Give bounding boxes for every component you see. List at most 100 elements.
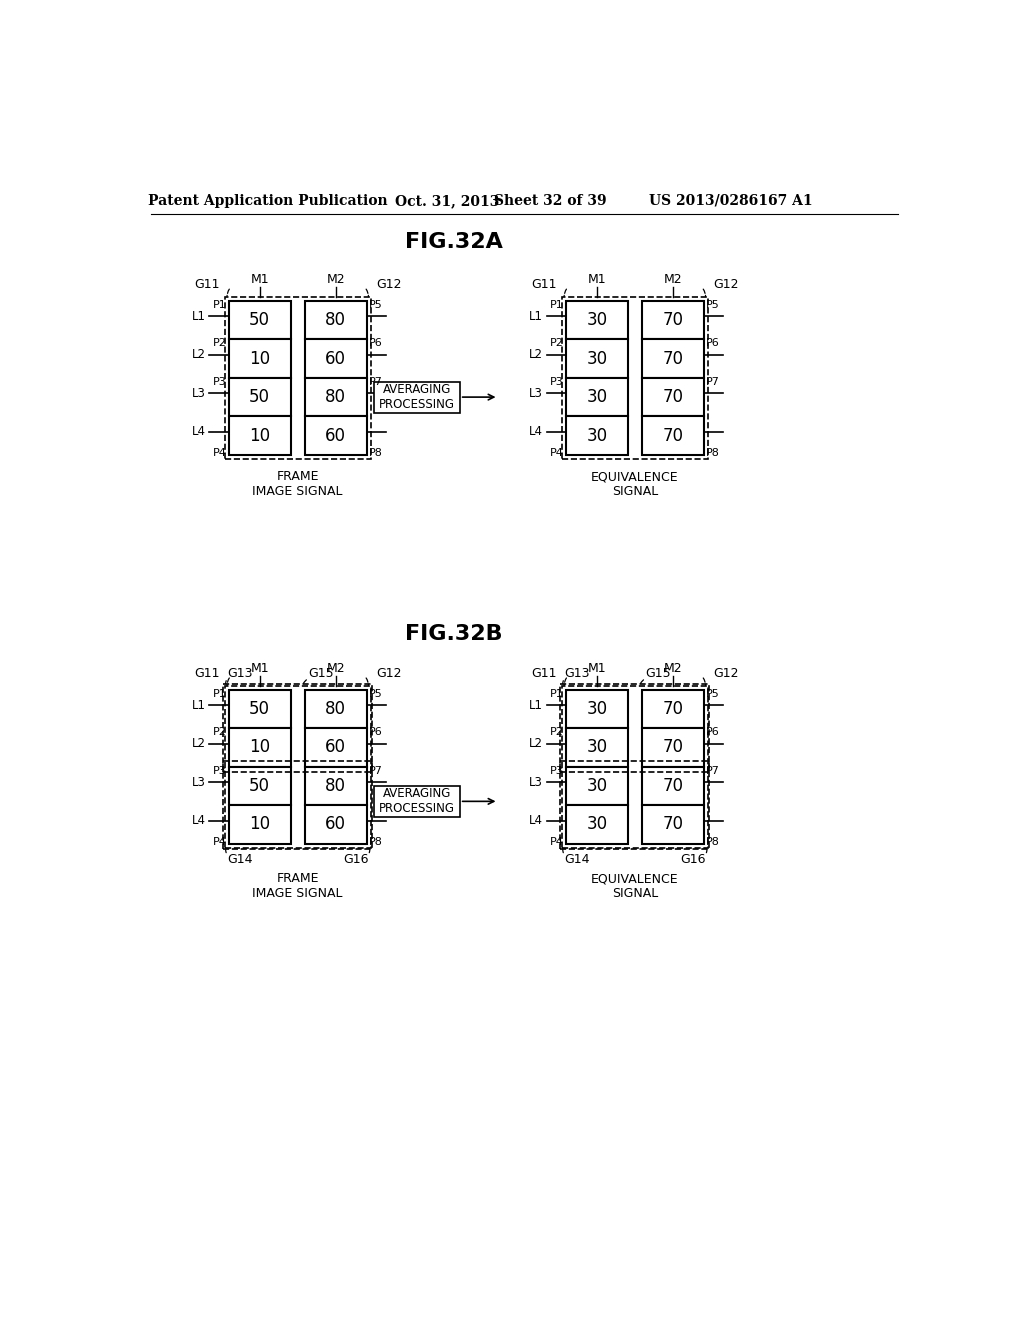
Text: L2: L2: [191, 348, 206, 362]
Bar: [305, 805, 367, 843]
Text: 30: 30: [587, 816, 607, 833]
Text: 50: 50: [249, 388, 270, 407]
Text: P4: P4: [550, 449, 563, 458]
Text: G11: G11: [531, 667, 557, 680]
Text: P1: P1: [213, 689, 226, 700]
Bar: [228, 416, 291, 455]
Text: 50: 50: [249, 777, 270, 795]
Text: 70: 70: [663, 777, 683, 795]
Text: P6: P6: [369, 338, 383, 348]
Text: 30: 30: [587, 388, 607, 407]
Text: L2: L2: [191, 737, 206, 750]
Text: 10: 10: [249, 738, 270, 756]
Text: G12: G12: [713, 667, 738, 680]
Text: L4: L4: [528, 814, 543, 828]
Text: Patent Application Publication: Patent Application Publication: [147, 194, 387, 207]
Text: L1: L1: [191, 310, 206, 323]
Bar: [225, 297, 371, 459]
Text: 80: 80: [326, 312, 346, 329]
Text: M2: M2: [664, 661, 682, 675]
Bar: [375, 785, 460, 817]
Text: P5: P5: [707, 689, 720, 700]
Text: EQUIVALENCE
SIGNAL: EQUIVALENCE SIGNAL: [591, 873, 679, 900]
Text: P5: P5: [369, 301, 383, 310]
Bar: [228, 767, 291, 805]
Bar: [223, 762, 372, 849]
Text: G12: G12: [376, 667, 401, 680]
Text: G11: G11: [194, 279, 219, 292]
Bar: [305, 689, 367, 729]
Text: P8: P8: [369, 449, 383, 458]
Text: 80: 80: [326, 700, 346, 718]
Text: P7: P7: [707, 767, 720, 776]
Text: M1: M1: [251, 273, 269, 286]
Text: G13: G13: [564, 667, 590, 680]
Bar: [642, 339, 703, 378]
Text: FRAME
IMAGE SIGNAL: FRAME IMAGE SIGNAL: [253, 873, 343, 900]
Text: 30: 30: [587, 777, 607, 795]
Text: P8: P8: [369, 837, 383, 847]
Bar: [305, 378, 367, 416]
Text: L1: L1: [528, 698, 543, 711]
Text: L2: L2: [528, 348, 543, 362]
Bar: [566, 689, 628, 729]
Bar: [566, 378, 628, 416]
Text: 70: 70: [663, 700, 683, 718]
Text: P1: P1: [550, 301, 563, 310]
Text: 50: 50: [249, 700, 270, 718]
Bar: [228, 805, 291, 843]
Bar: [642, 689, 703, 729]
Bar: [642, 767, 703, 805]
Text: P2: P2: [213, 727, 226, 737]
Text: P7: P7: [707, 378, 720, 388]
Text: P8: P8: [707, 449, 720, 458]
Text: P3: P3: [550, 767, 563, 776]
Bar: [305, 301, 367, 339]
Text: 70: 70: [663, 312, 683, 329]
Bar: [560, 684, 710, 772]
Text: G16: G16: [343, 853, 369, 866]
Bar: [560, 762, 710, 849]
Text: P2: P2: [550, 338, 563, 348]
Text: P6: P6: [707, 338, 720, 348]
Text: P7: P7: [369, 767, 383, 776]
Text: 60: 60: [326, 738, 346, 756]
Text: 60: 60: [326, 816, 346, 833]
Text: P3: P3: [213, 378, 226, 388]
Text: US 2013/0286167 A1: US 2013/0286167 A1: [649, 194, 813, 207]
Text: 60: 60: [326, 426, 346, 445]
Text: AVERAGING
PROCESSING: AVERAGING PROCESSING: [379, 787, 455, 816]
Text: 10: 10: [249, 816, 270, 833]
Text: M2: M2: [327, 273, 345, 286]
Text: P4: P4: [550, 837, 563, 847]
Text: 70: 70: [663, 426, 683, 445]
Text: P6: P6: [369, 727, 383, 737]
Text: L4: L4: [191, 814, 206, 828]
Text: M1: M1: [251, 661, 269, 675]
Bar: [562, 297, 708, 459]
Bar: [566, 416, 628, 455]
Text: M1: M1: [588, 273, 606, 286]
Bar: [642, 301, 703, 339]
Bar: [228, 339, 291, 378]
Text: P5: P5: [369, 689, 383, 700]
Bar: [225, 686, 371, 847]
Text: EQUIVALENCE
SIGNAL: EQUIVALENCE SIGNAL: [591, 470, 679, 498]
Text: Sheet 32 of 39: Sheet 32 of 39: [494, 194, 606, 207]
Text: G11: G11: [194, 667, 219, 680]
Text: G12: G12: [376, 279, 401, 292]
Text: G11: G11: [531, 279, 557, 292]
Text: G16: G16: [680, 853, 706, 866]
Text: L2: L2: [528, 737, 543, 750]
Bar: [228, 378, 291, 416]
Bar: [305, 767, 367, 805]
Text: L3: L3: [191, 387, 206, 400]
Text: L3: L3: [528, 387, 543, 400]
Text: L3: L3: [191, 776, 206, 788]
Text: P4: P4: [213, 837, 226, 847]
Text: G13: G13: [227, 667, 253, 680]
Text: M2: M2: [664, 273, 682, 286]
Bar: [566, 767, 628, 805]
Text: G15: G15: [308, 667, 334, 680]
Text: G15: G15: [646, 667, 672, 680]
